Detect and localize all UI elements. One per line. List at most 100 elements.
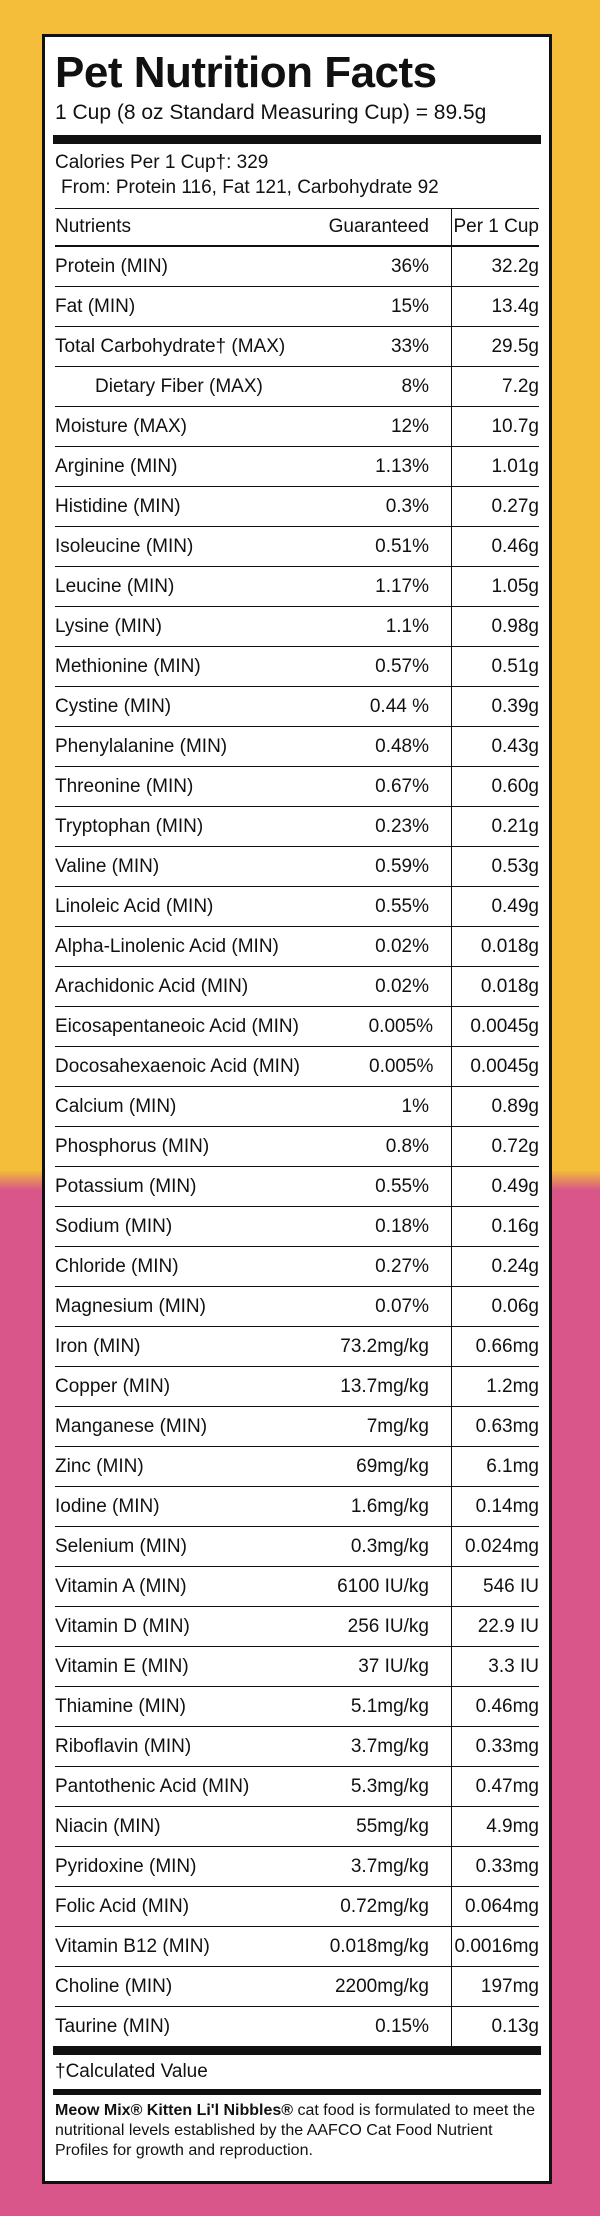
table-row: Thiamine (MIN) 5.1mg/kg 0.46mg <box>55 1687 539 1727</box>
table-row: Vitamin A (MIN) 6100 IU/kg 546 IU <box>55 1567 539 1607</box>
nutrient-name: Zinc (MIN) <box>55 1455 144 1477</box>
guaranteed-value: 256 IU/kg <box>347 1615 429 1637</box>
guaranteed-value: 55mg/kg <box>356 1815 429 1837</box>
table-row: Manganese (MIN) 7mg/kg 0.63mg <box>55 1407 539 1447</box>
table-row: Folic Acid (MIN) 0.72mg/kg 0.064mg <box>55 1887 539 1927</box>
table-row: Sodium (MIN) 0.18% 0.16g <box>55 1207 539 1247</box>
per-cup-value: 1.2mg <box>486 1375 539 1397</box>
table-row: Iron (MIN) 73.2mg/kg 0.66mg <box>55 1327 539 1367</box>
per-cup-value: 0.49g <box>491 1175 539 1197</box>
nutrient-name: Calcium (MIN) <box>55 1095 177 1117</box>
nutrient-name: Thiamine (MIN) <box>55 1695 186 1717</box>
nutrient-name: Docosahexaenoic Acid (MIN) <box>55 1055 300 1077</box>
per-cup-value: 0.24g <box>491 1255 539 1277</box>
per-cup-value: 22.9 IU <box>477 1615 539 1637</box>
per-cup-value: 0.53g <box>491 855 539 877</box>
guaranteed-value: 0.44 % <box>369 695 429 717</box>
thick-divider-bottom <box>53 2046 541 2055</box>
table-row: Potassium (MIN) 0.55% 0.49g <box>55 1167 539 1207</box>
calories-breakdown: From: Protein 116, Fat 121, Carbohydrate… <box>61 177 439 198</box>
per-cup-value: 7.2g <box>502 375 539 397</box>
guaranteed-value: 0.55% <box>375 1175 429 1197</box>
guaranteed-value: 0.15% <box>375 2015 429 2037</box>
nutrient-name: Potassium (MIN) <box>55 1175 197 1197</box>
nutrient-name: Folic Acid (MIN) <box>55 1895 190 1917</box>
per-cup-value: 0.46g <box>491 535 539 557</box>
nutrient-name: Vitamin D (MIN) <box>55 1615 190 1637</box>
per-cup-value: 1.05g <box>491 575 539 597</box>
table-row: Pantothenic Acid (MIN) 5.3mg/kg 0.47mg <box>55 1767 539 1807</box>
col-nutrients: Nutrients <box>55 216 132 237</box>
table-row: Calcium (MIN) 1% 0.89g <box>55 1087 539 1127</box>
per-cup-value: 0.0045g <box>470 1055 539 1077</box>
per-cup-value: 0.63mg <box>475 1415 539 1437</box>
guaranteed-value: 1.13% <box>375 455 429 477</box>
nutrient-name: Iodine (MIN) <box>55 1495 160 1517</box>
per-cup-value: 546 IU <box>483 1575 539 1597</box>
nutrient-name: Sodium (MIN) <box>55 1215 173 1237</box>
guaranteed-value: 3.7mg/kg <box>350 1735 429 1757</box>
guaranteed-value: 12% <box>390 415 429 437</box>
per-cup-value: 0.024mg <box>465 1535 539 1557</box>
footer-text: cat food is formulated to meet the nutri… <box>55 2102 535 2159</box>
table-row: Phosphorus (MIN) 0.8% 0.72g <box>55 1127 539 1167</box>
nutrient-name: Threonine (MIN) <box>55 775 194 797</box>
table-row: Tryptophan (MIN) 0.23% 0.21g <box>55 807 539 847</box>
table-row: Vitamin D (MIN) 256 IU/kg 22.9 IU <box>55 1607 539 1647</box>
per-cup-value: 0.89g <box>491 1095 539 1117</box>
guaranteed-value: 0.57% <box>375 655 429 677</box>
nutrient-name: Fat (MIN) <box>55 295 136 317</box>
table-row: Isoleucine (MIN) 0.51% 0.46g <box>55 527 539 567</box>
guaranteed-value: 0.005% <box>369 1055 434 1077</box>
table-row: Docosahexaenoic Acid (MIN) 0.005% 0.0045g <box>55 1047 539 1087</box>
guaranteed-value: 36% <box>390 255 429 277</box>
nutrient-name: Methionine (MIN) <box>55 655 201 677</box>
table-row: Moisture (MAX) 12% 10.7g <box>55 407 539 447</box>
guaranteed-value: 0.005% <box>368 1015 434 1037</box>
nutrient-name: Niacin (MIN) <box>55 1815 161 1837</box>
nutrient-name: Valine (MIN) <box>55 855 160 877</box>
guaranteed-value: 0.27% <box>375 1255 429 1277</box>
guaranteed-value: 0.018mg/kg <box>329 1935 429 1957</box>
per-cup-value: 0.33mg <box>475 1855 539 1877</box>
col-per-cup: Per 1 Cup <box>453 216 539 237</box>
per-cup-value: 0.72g <box>491 1135 539 1157</box>
per-cup-value: 0.39g <box>491 695 539 717</box>
nutrient-name: Alpha-Linolenic Acid (MIN) <box>55 935 279 957</box>
per-cup-value: 0.51g <box>491 655 539 677</box>
calories-block: Calories Per 1 Cup†: 329 From: Protein 1… <box>55 144 539 208</box>
per-cup-value: 13.4g <box>491 295 539 317</box>
nutrient-name: Vitamin A (MIN) <box>55 1575 187 1597</box>
table-row: Chloride (MIN) 0.27% 0.24g <box>55 1247 539 1287</box>
per-cup-value: 0.0045g <box>470 1015 539 1037</box>
thin-divider <box>55 208 539 209</box>
guaranteed-value: 0.3% <box>385 495 429 517</box>
per-cup-value: 6.1mg <box>486 1455 539 1477</box>
guaranteed-value: 8% <box>401 375 429 397</box>
col-guaranteed: Guaranteed <box>328 216 429 237</box>
column-divider <box>451 209 452 2046</box>
per-cup-value: 0.49g <box>491 895 539 917</box>
table-row: Protein (MIN) 36% 32.2g <box>55 247 539 287</box>
guaranteed-value: 0.23% <box>375 815 429 837</box>
per-cup-value: 0.064mg <box>465 1895 539 1917</box>
footer-statement: Meow Mix® Kitten Li'l Nibbles® cat food … <box>55 2095 539 2161</box>
calories-line: Calories Per 1 Cup†: 329 <box>55 152 269 173</box>
nutrient-name: Isoleucine (MIN) <box>55 535 194 557</box>
guaranteed-value: 1% <box>401 1095 429 1117</box>
guaranteed-value: 0.48% <box>375 735 429 757</box>
guaranteed-value: 1.17% <box>375 575 429 597</box>
table-row: Niacin (MIN) 55mg/kg 4.9mg <box>55 1807 539 1847</box>
nutrient-name: Moisture (MAX) <box>55 415 187 437</box>
nutrient-name: Riboflavin (MIN) <box>55 1735 192 1757</box>
guaranteed-value: 0.55% <box>375 895 429 917</box>
nutrient-name: Phosphorus (MIN) <box>55 1135 210 1157</box>
nutrient-name: Tryptophan (MIN) <box>55 815 204 837</box>
guaranteed-value: 5.1mg/kg <box>350 1695 429 1717</box>
per-cup-value: 0.018g <box>480 935 539 957</box>
nutrient-table: Nutrients Guaranteed Per 1 Cup Protein (… <box>55 209 539 2046</box>
nutrient-name: Arachidonic Acid (MIN) <box>55 975 249 997</box>
per-cup-value: 0.27g <box>491 495 539 517</box>
table-row: Eicosapentaneoic Acid (MIN) 0.005% 0.0045g <box>55 1007 539 1047</box>
per-cup-value: 0.98g <box>491 615 539 637</box>
